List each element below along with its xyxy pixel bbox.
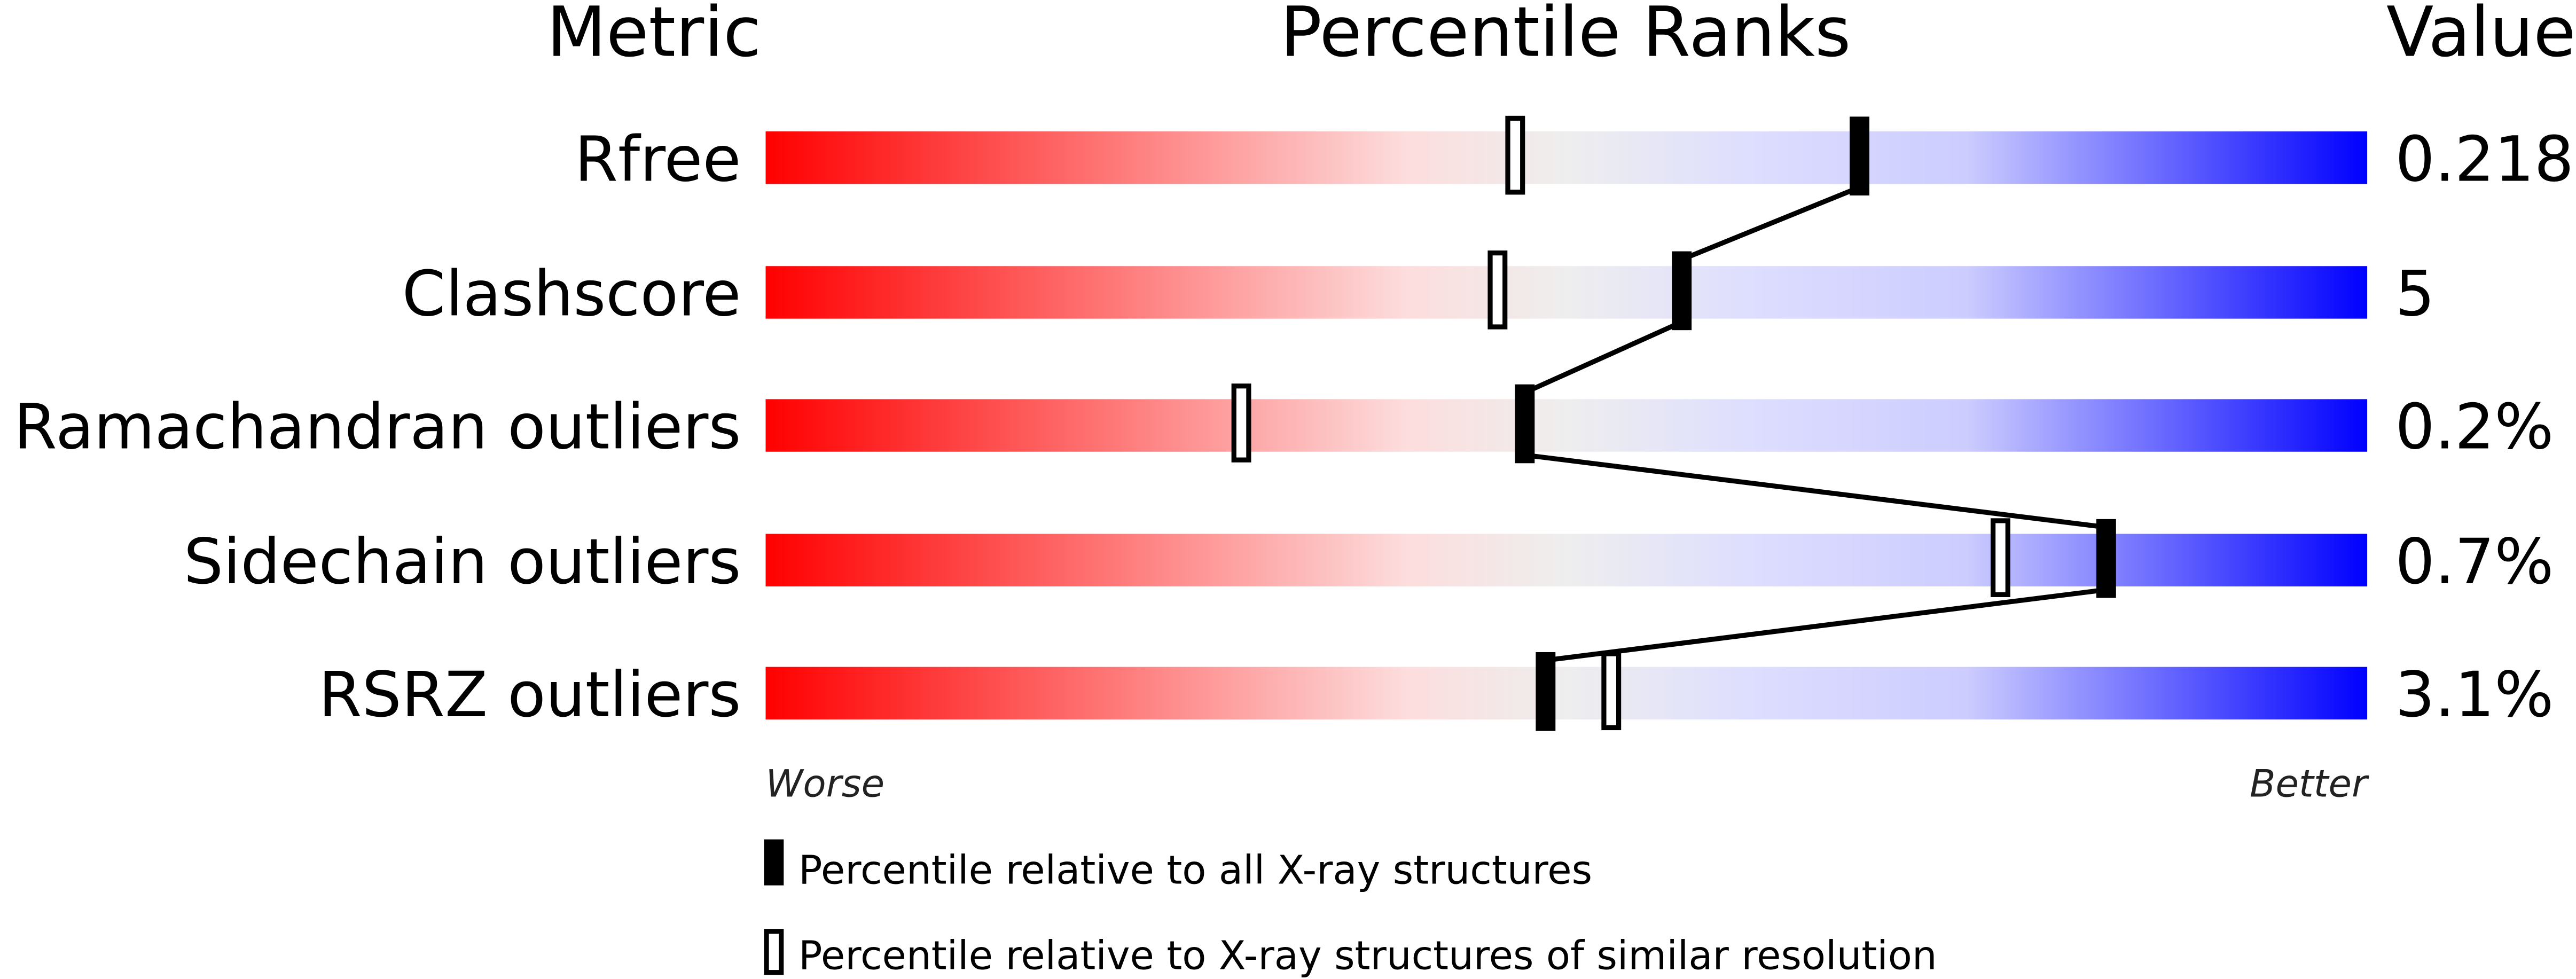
axis-label-better: Better xyxy=(2250,762,2369,806)
connector-line xyxy=(1545,587,2107,663)
legend-all-label: Percentile relative to all X-ray structu… xyxy=(798,848,1592,894)
connector-line xyxy=(1680,185,1861,262)
metric-value: 0.7% xyxy=(2395,526,2554,598)
metric-value: 0.218 xyxy=(2395,123,2574,195)
marker-similar-resolution xyxy=(1487,250,1508,330)
metric-label: Ramachandran outliers xyxy=(13,391,741,464)
percentile-bar xyxy=(765,534,2368,586)
metric-label: Rfree xyxy=(575,123,741,195)
marker-similar-resolution xyxy=(1231,383,1251,463)
marker-similar-resolution xyxy=(1601,651,1622,731)
metric-label: RSRZ outliers xyxy=(318,659,741,731)
header-metric: Metric xyxy=(547,0,762,73)
metric-label: Sidechain outliers xyxy=(184,526,741,598)
legend-similar-label: Percentile relative to X-ray structures … xyxy=(798,933,1937,979)
header-percentile-ranks: Percentile Ranks xyxy=(1280,0,1851,73)
connector-line xyxy=(1523,319,1683,395)
metric-value: 3.1% xyxy=(2395,659,2554,731)
marker-similar-resolution xyxy=(1505,115,1525,195)
legend-open-marker xyxy=(764,929,784,975)
marker-all-structures xyxy=(1850,116,1869,195)
percentile-bar xyxy=(765,399,2368,452)
metric-label: Clashscore xyxy=(402,257,741,330)
connector-line xyxy=(1524,452,2107,530)
marker-all-structures xyxy=(1536,652,1556,731)
legend-filled-marker xyxy=(764,839,784,886)
marker-all-structures xyxy=(1515,384,1535,464)
metric-value: 0.2% xyxy=(2395,391,2554,464)
marker-all-structures xyxy=(2096,519,2116,598)
marker-all-structures xyxy=(1672,251,1692,331)
percentile-bar xyxy=(765,266,2368,319)
metric-value: 5 xyxy=(2395,257,2434,330)
axis-label-worse: Worse xyxy=(765,762,884,806)
percentile-bar xyxy=(765,131,2368,184)
header-value: Value xyxy=(2386,0,2576,73)
marker-similar-resolution xyxy=(1990,518,2010,597)
percentile-bar xyxy=(765,667,2368,720)
